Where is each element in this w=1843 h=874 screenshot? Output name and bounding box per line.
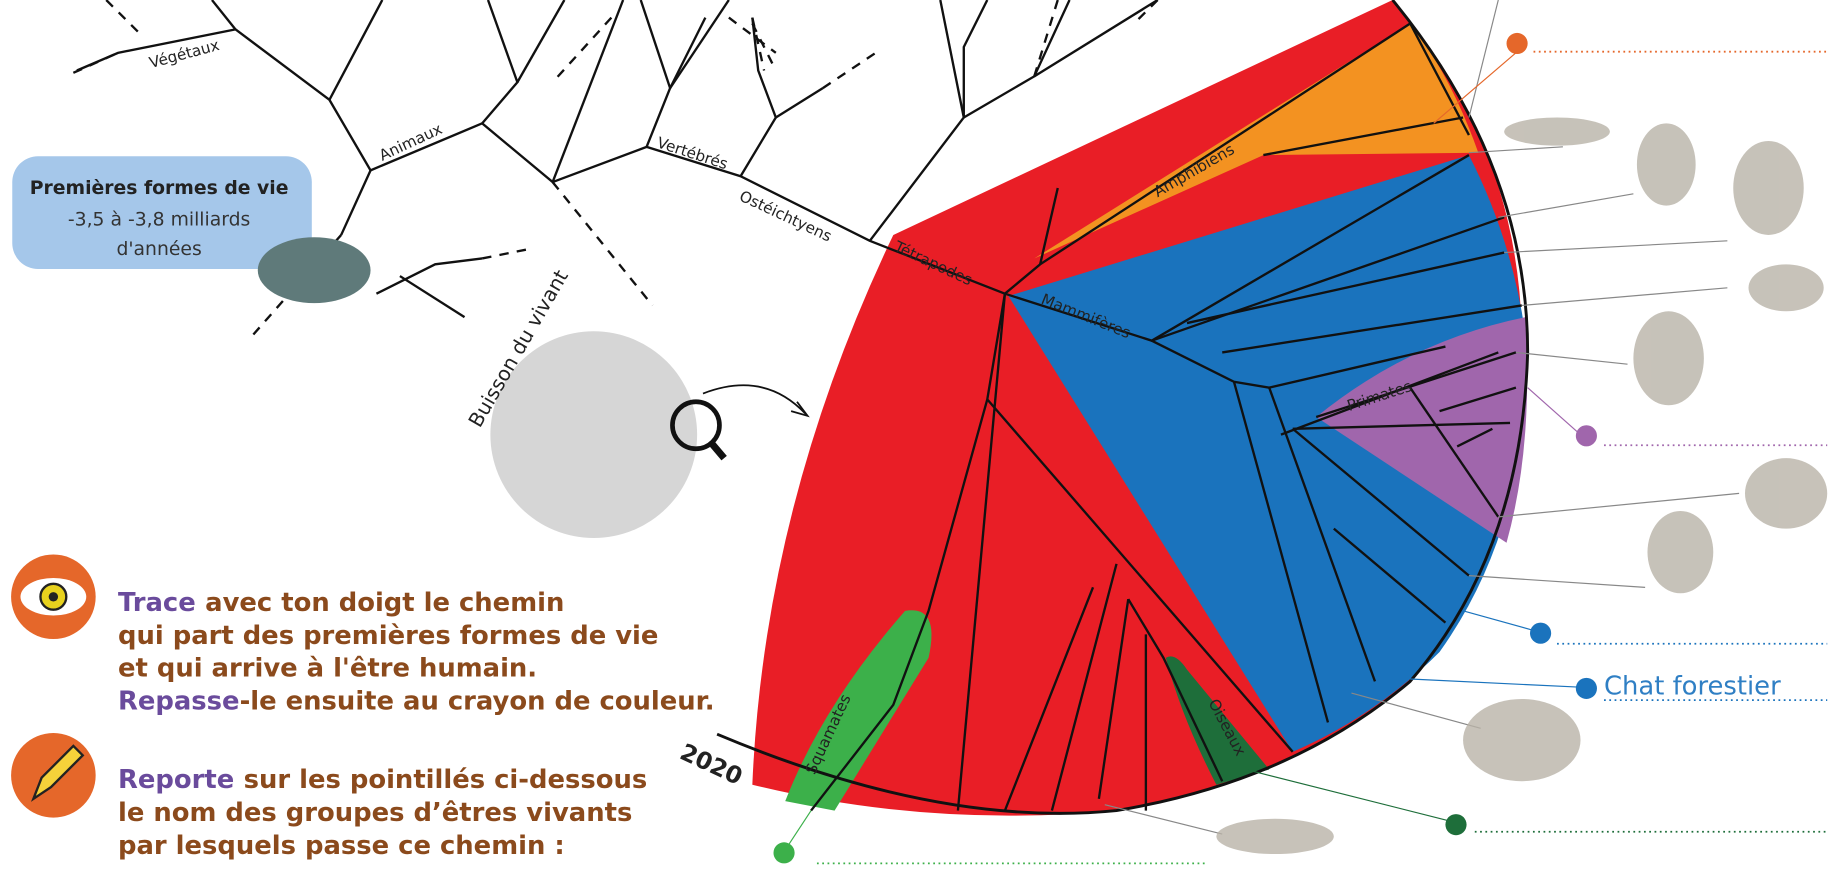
box-title: Premières formes de vie	[30, 178, 289, 199]
instruction-text: avec ton doigt le chemin	[205, 588, 564, 618]
answer-dot	[773, 842, 795, 864]
answer-dot	[1445, 814, 1467, 836]
answer-dot	[1530, 622, 1552, 644]
squamate-region	[785, 610, 932, 811]
answer-dot	[1575, 425, 1597, 447]
branches	[76, 0, 1522, 812]
instruction-text: -le ensuite au crayon de couleur.	[240, 687, 715, 717]
instruction-line: et qui arrive à l'être humain.	[118, 654, 537, 684]
group-label: Vertébrés	[655, 134, 730, 174]
instruction-line: le nom des groupes d’êtres vivants	[118, 798, 632, 828]
magnifier	[670, 399, 722, 452]
answer-dot	[1575, 677, 1597, 699]
instruction-text: sur les pointillés ci-dessous	[244, 765, 648, 795]
leader-line	[1462, 610, 1540, 633]
leader-line	[1527, 387, 1581, 436]
instruction-verb: Reporte	[118, 765, 234, 795]
answer-dot	[1506, 32, 1528, 55]
time-arc	[716, 0, 1530, 815]
instruction-line: par lesquels passe ce chemin :	[118, 831, 565, 861]
magnifier-handle	[708, 440, 727, 461]
box-line: -3,5 à -3,8 milliards	[68, 210, 250, 231]
instruction-verb: Trace	[118, 588, 196, 618]
example-answer: Chat forestier	[1604, 671, 1781, 701]
leader-line	[1433, 52, 1517, 124]
arrow-head	[790, 401, 810, 418]
amphibian-region	[1034, 23, 1479, 259]
box-line: d'années	[116, 239, 201, 260]
instruction: Reporte sur les pointillés ci-dessous	[118, 765, 647, 795]
info-box	[12, 156, 312, 270]
bush-image	[490, 331, 698, 539]
instruction: Repasse-le ensuite au crayon de couleur.	[118, 687, 715, 717]
year-label: 2020	[676, 738, 747, 791]
group-label: Végétaux	[147, 36, 221, 72]
pencil	[30, 744, 85, 802]
instruction: Trace avec ton doigt le chemin	[118, 588, 564, 618]
leader-lines	[1104, 0, 1740, 835]
cell-image	[257, 237, 371, 304]
bird-region	[1165, 656, 1270, 785]
animal-illustrations	[1216, 117, 1828, 855]
eye-pupil	[48, 592, 59, 602]
mammal-region	[1008, 155, 1528, 752]
leader-line	[1410, 678, 1581, 688]
primate-region	[1316, 317, 1528, 543]
instruction-verb: Repasse	[118, 687, 240, 717]
leader-line	[1245, 768, 1455, 823]
instruction-line: qui part des premières formes de vie	[118, 621, 658, 651]
arrow	[702, 384, 806, 415]
